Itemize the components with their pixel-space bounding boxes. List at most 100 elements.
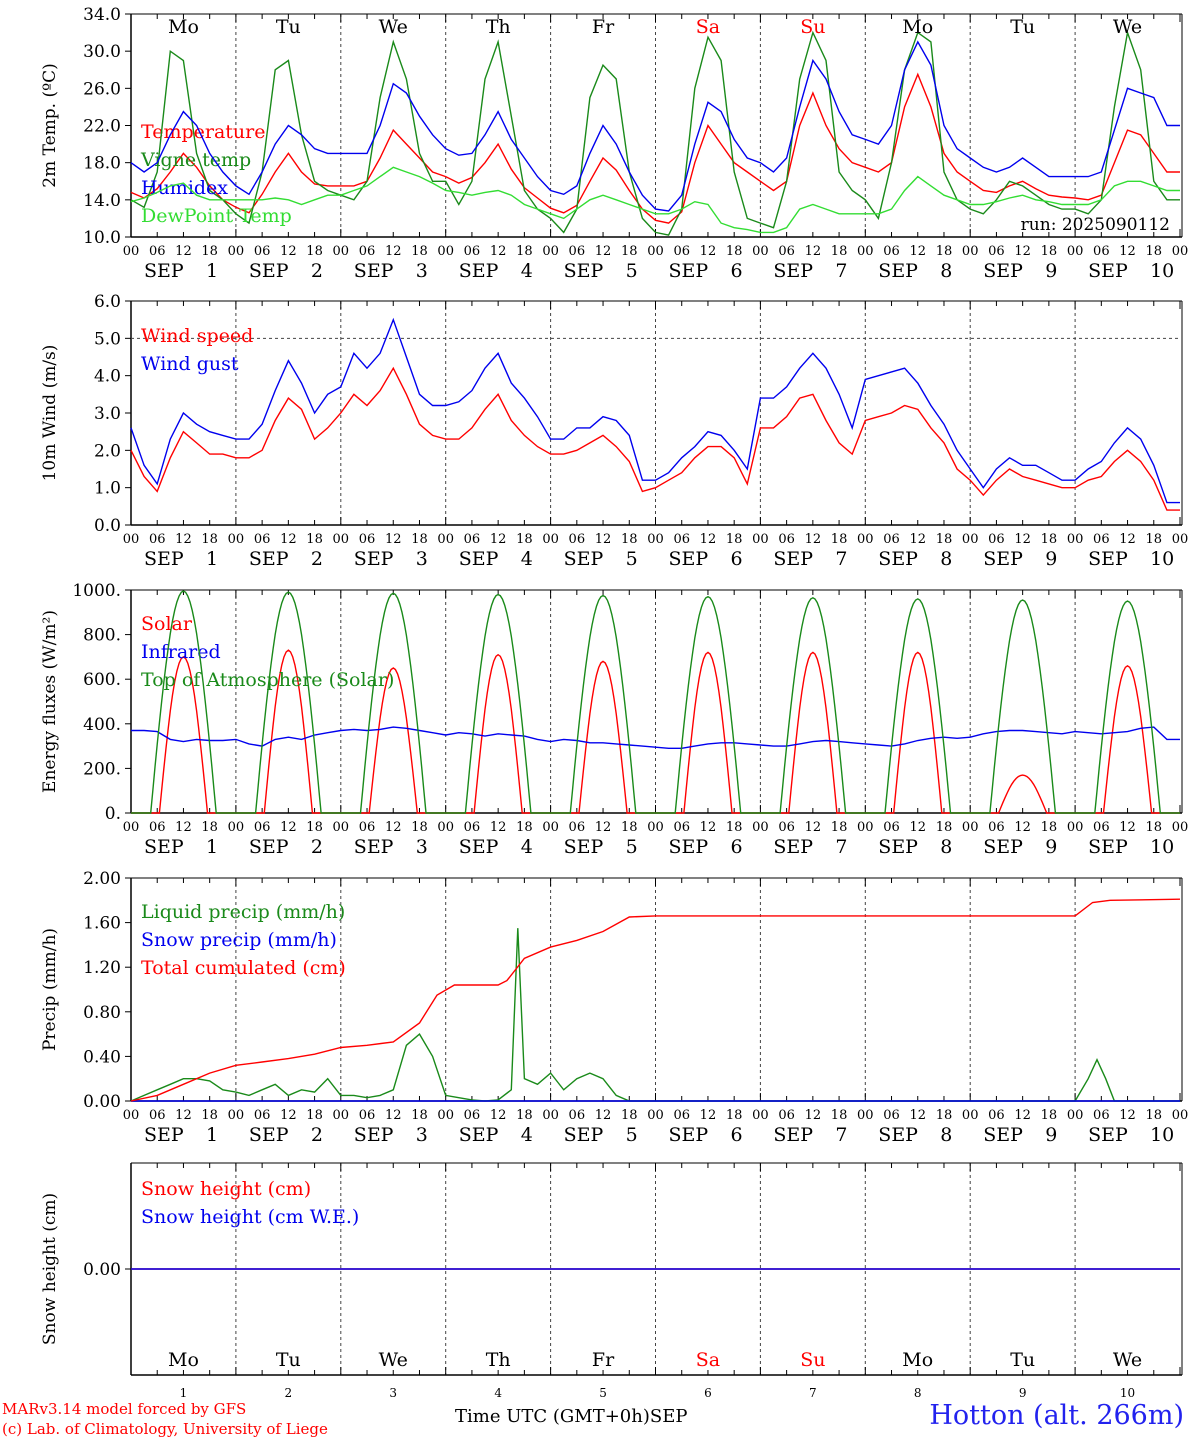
panel-2-hour-label: 06	[1093, 532, 1110, 547]
panel-2-y-tick-label: 3.0	[94, 404, 121, 424]
panel-3-hour-label: 12	[385, 820, 402, 835]
panel-3-day-number-label: 4	[521, 836, 533, 858]
panel-1-weekday-label: Su	[800, 16, 825, 38]
panel-4-hour-label: 06	[569, 1108, 586, 1123]
panel-1-y-tick-label: 26.0	[83, 79, 121, 99]
panel-3-day-number-label: 1	[206, 836, 218, 858]
time-axis-label: Time UTC (GMT+0h)SEP	[455, 1406, 688, 1427]
panel-3-hour-label: 06	[778, 820, 795, 835]
panel-5-weekday-label: Su	[800, 1349, 825, 1371]
panel-3-month-label: SEP	[983, 836, 1023, 858]
panel-1-hour-label: 06	[673, 244, 690, 259]
panel-1-month-label: SEP	[249, 260, 289, 282]
panel-1-weekday-label: Th	[486, 16, 511, 38]
panel-4-hour-label: 18	[1041, 1108, 1058, 1123]
panel-3-month-label: SEP	[564, 836, 604, 858]
panel-2-day-number-label: 3	[416, 548, 428, 570]
panel-5-weekday-label: Mo	[168, 1349, 199, 1371]
panel-1-hour-label: 00	[752, 244, 769, 259]
panel-1-y-tick-label: 34.0	[83, 5, 121, 25]
panel-4-hour-label: 12	[490, 1108, 507, 1123]
panel-3-legend-entry: Solar	[141, 613, 193, 635]
panel-3-hour-label: 18	[726, 820, 743, 835]
panel-4-hour-label: 00	[228, 1108, 245, 1123]
panel-2-hour-label: 18	[516, 532, 533, 547]
panel-2-hour-label: 06	[464, 532, 481, 547]
panel-2-y-tick-label: 2.0	[94, 441, 121, 461]
panel-4-month-label: SEP	[1088, 1124, 1128, 1146]
panel-3-month-label: SEP	[459, 836, 499, 858]
panel-2-hour-label: 00	[542, 532, 559, 547]
panel-1-legend-entry: Temperature	[141, 121, 265, 143]
panel-1-y-tick-label: 30.0	[83, 42, 121, 62]
panel-3-hour-label: 18	[621, 820, 638, 835]
panel-3-hour-label: 06	[149, 820, 166, 835]
panel-3-hour-label: 12	[1014, 820, 1031, 835]
panel-4-month-label: SEP	[878, 1124, 918, 1146]
panel-4-hour-label: 00	[123, 1108, 140, 1123]
panel-3-hour-label: 12	[490, 820, 507, 835]
panel-2-hour-label: 18	[831, 532, 848, 547]
panel-4-hour-label: 00	[333, 1108, 350, 1123]
panel-1-hour-label: 12	[700, 244, 717, 259]
panel-5-weekday-label: Th	[486, 1349, 511, 1371]
panel-3-legend-entry: Top of Atmosphere (Solar)	[141, 669, 394, 691]
panel-3-y-tick-label: 200.	[83, 759, 121, 779]
panel-1-day-number-label: 10	[1150, 260, 1174, 282]
panel-2-month-label: SEP	[773, 548, 813, 570]
panel-4-month-label: SEP	[773, 1124, 813, 1146]
panel-2-hour-label: 18	[201, 532, 218, 547]
panel-1-hour-label: 18	[831, 244, 848, 259]
panel-2-hour-label: 06	[149, 532, 166, 547]
panel-3-y-tick-label: 1000.	[72, 581, 121, 601]
meteogram-chart: 10.014.018.022.026.030.034.02m Temp. (ºC…	[40, 5, 1189, 1400]
panel-4-hour-label: 18	[411, 1108, 428, 1123]
panel-4-series-line	[130, 898, 1181, 1102]
panel-4-hour-label: 00	[1172, 1108, 1189, 1123]
panel-5-weekday-label: Tu	[276, 1349, 301, 1371]
panel-1-hour-label: 18	[201, 244, 218, 259]
panel-1-hour-label: 18	[516, 244, 533, 259]
panel-2-hour-label: 00	[437, 532, 454, 547]
panel-1-hour-label: 12	[595, 244, 612, 259]
panel-1-hour-label: 12	[805, 244, 822, 259]
panel-4-hour-label: 00	[437, 1108, 454, 1123]
panel-1-hour-label: 18	[306, 244, 323, 259]
panel-1-month-label: SEP	[459, 260, 499, 282]
panel-2-hour-label: 06	[359, 532, 376, 547]
panel-3-hour-label: 06	[988, 820, 1005, 835]
panel-5-weekday-label: Fr	[592, 1349, 615, 1371]
panel-1-hour-label: 18	[1146, 244, 1163, 259]
panel-4-legend-entry: Snow precip (mm/h)	[141, 929, 337, 951]
panel-1-weekday-label: Fr	[592, 16, 615, 38]
panel-2-day-number-label: 1	[206, 548, 218, 570]
panel-1-weekday-label: Mo	[168, 16, 199, 38]
panel-3-y-tick-label: 400.	[83, 715, 121, 735]
panel-1-legend-entry: Humidex	[141, 177, 228, 199]
panel-3-month-label: SEP	[249, 836, 289, 858]
model-credit: MARv3.14 model forced by GFS	[2, 1400, 247, 1418]
panel-2-hour-label: 12	[280, 532, 297, 547]
panel-1-hour-label: 00	[228, 244, 245, 259]
panel-2-hour-label: 06	[254, 532, 271, 547]
panel-3-day-number-label: 5	[626, 836, 638, 858]
panel-1-day-number-label: 8	[940, 260, 952, 282]
panel-2-hour-label: 12	[909, 532, 926, 547]
panel-4-hour-label: 12	[280, 1108, 297, 1123]
panel-2-y-tick-label: 6.0	[94, 292, 121, 312]
panel-5-day-number-label: 10	[1120, 1386, 1135, 1400]
panel-1-hour-label: 06	[359, 244, 376, 259]
panel-1-day-number-label: 3	[416, 260, 428, 282]
panel-2-hour-label: 00	[962, 532, 979, 547]
panel-5-y-tick-label: 0.00	[83, 1260, 121, 1280]
panel-3-month-label: SEP	[669, 836, 709, 858]
panel-4-day-number-label: 1	[206, 1124, 218, 1146]
panel-4-hour-label: 18	[936, 1108, 953, 1123]
panel-2-day-number-label: 5	[626, 548, 638, 570]
panel-4-hour-label: 18	[201, 1108, 218, 1123]
panel-2-hour-label: 00	[123, 532, 140, 547]
panel-4-month-label: SEP	[249, 1124, 289, 1146]
panel-3-hour-label: 18	[1041, 820, 1058, 835]
panel-1-hour-label: 12	[280, 244, 297, 259]
panel-1-y-tick-label: 10.0	[83, 228, 121, 248]
